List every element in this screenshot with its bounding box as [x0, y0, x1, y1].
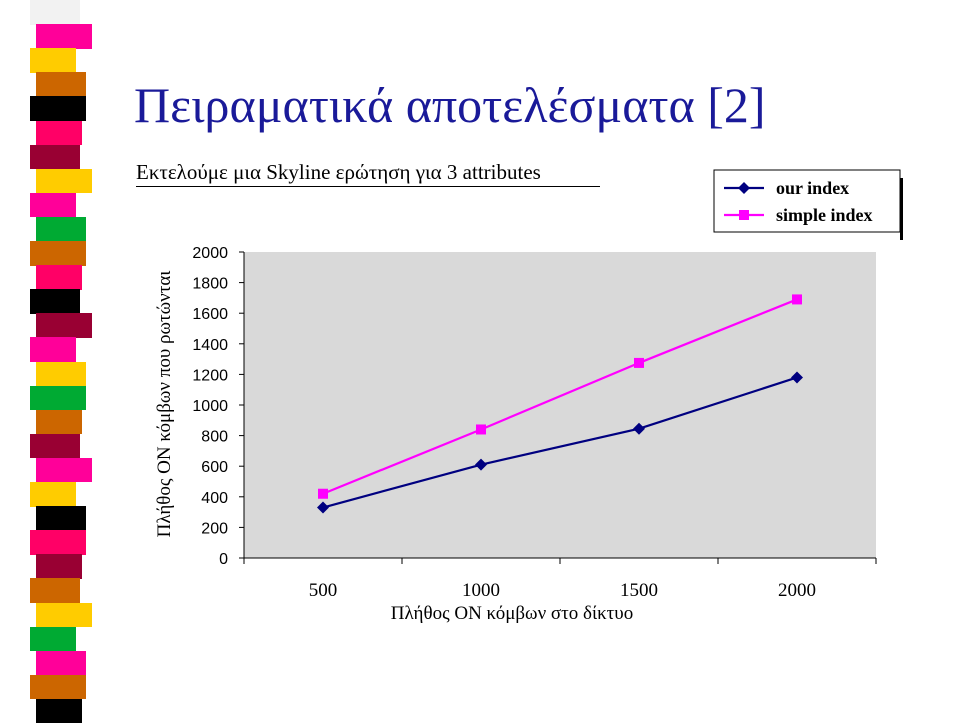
data-point [791, 371, 803, 384]
stripe-block [36, 120, 82, 146]
chart-legend: our index simple index [713, 169, 903, 240]
x-tick-label: 1000 [462, 580, 500, 601]
y-tick-label: 800 [201, 429, 228, 446]
legend-marker [739, 210, 749, 220]
x-axis: 500 1000 1500 2000 [243, 557, 877, 601]
stripe-block [36, 602, 92, 628]
data-point [317, 501, 329, 514]
stripe-block [30, 241, 86, 266]
y-tick-label: 1600 [192, 306, 228, 323]
y-tick-label: 1000 [192, 398, 228, 415]
stripe-block [30, 48, 76, 73]
data-point [318, 488, 328, 499]
data-point [633, 422, 645, 435]
stripe-block [30, 626, 76, 652]
stripe-block [36, 650, 86, 676]
series-line [322, 298, 798, 495]
decorative-color-stripe [30, 0, 92, 723]
stripe-block [36, 457, 92, 483]
stripe-block [36, 554, 82, 579]
data-point [634, 357, 644, 368]
slide-title: Πειραματικά αποτελέσματα [2] [134, 77, 766, 133]
stripe-block [36, 506, 86, 531]
slide-subtitle: Εκτελούμε μια Skyline ερώτηση για 3 attr… [136, 160, 541, 184]
stripe-block [30, 337, 76, 362]
data-point [475, 458, 487, 471]
y-axis-label: Πλήθος ΟΝ κόμβων που ρωτώνται [154, 270, 175, 538]
x-tick-label: 1500 [620, 580, 658, 601]
series-layer [317, 294, 803, 514]
series-line [322, 376, 798, 509]
stripe-block [30, 482, 76, 507]
stripe-block [30, 674, 86, 700]
data-point [792, 294, 802, 305]
y-axis: 0 200 400 600 800 1000 1200 1400 1600 1800 2000 [192, 245, 245, 568]
stripe-block [30, 530, 86, 555]
y-tick-label: 600 [201, 459, 228, 476]
stripe-block [36, 265, 82, 290]
y-tick-label: 2000 [192, 245, 228, 262]
y-tick-label: 400 [201, 490, 228, 507]
series-simple-index [318, 294, 802, 499]
stripe-block [30, 385, 86, 411]
stripe-block [36, 698, 82, 723]
subtitle-underline [136, 186, 600, 187]
legend-shadow [900, 178, 903, 240]
y-tick-label: 0 [219, 551, 228, 568]
stripe-block [30, 96, 86, 121]
y-tick-label: 1800 [192, 276, 228, 293]
series-our-index [317, 371, 803, 514]
y-tick-label: 200 [201, 520, 228, 537]
stripe-block [36, 72, 86, 97]
stripe-block [30, 433, 80, 459]
stripe-block [36, 24, 92, 49]
stripe-block [36, 168, 92, 194]
x-tick-label: 500 [309, 580, 338, 601]
legend-entry: our index [776, 178, 849, 198]
legend-marker [738, 182, 750, 194]
x-axis-label: Πλήθος ΟΝ κόμβων στο δίκτυο [391, 603, 633, 624]
stripe-block [36, 313, 92, 338]
stripe-block [30, 0, 80, 25]
stripe-block [36, 361, 86, 387]
stripe-block [36, 216, 86, 242]
x-tick-label: 2000 [778, 580, 816, 601]
stripe-block [30, 289, 80, 314]
stripe-block [30, 578, 80, 603]
plot-area [244, 252, 876, 558]
stripe-block [36, 409, 82, 435]
y-tick-label: 1200 [192, 367, 228, 384]
data-point [476, 424, 486, 435]
y-tick-label: 1400 [192, 337, 228, 354]
stripe-block [30, 144, 80, 170]
stripe-block [30, 192, 76, 218]
legend-box [713, 169, 901, 233]
legend-entry: simple index [776, 205, 873, 225]
